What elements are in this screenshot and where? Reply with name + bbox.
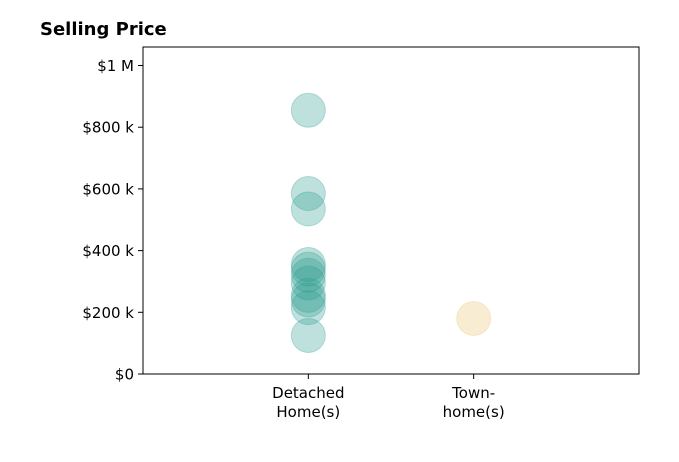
data-point [290,246,326,282]
y-tick-label: $600 k [82,180,134,198]
y-axis: $0 $200 k $400 k $600 k $800 k $1 M [82,57,143,384]
data-point [290,257,326,293]
data-point [290,277,326,313]
data-point [290,92,326,128]
data-point [290,176,326,212]
y-tick-label: $400 k [82,242,134,260]
data-point [290,282,326,318]
y-tick-label: $0 [115,366,134,384]
data-point [290,251,326,287]
chart-title: Selling Price [40,19,167,40]
data-point [290,317,326,353]
plot-frame [142,46,640,375]
x-tick-label: home(s) [443,403,505,421]
x-tick-label: Detached [272,384,344,402]
data-point [456,300,492,336]
y-tick-label: $800 k [82,119,134,137]
y-tick-label: $1 M [97,57,134,75]
data-point [290,191,326,227]
data-point [290,290,326,326]
y-tick-label: $200 k [82,304,134,322]
data-point [290,265,326,301]
x-tick-label: Home(s) [276,403,340,421]
x-tick-label: Town- [451,384,495,402]
data-points [290,92,492,353]
